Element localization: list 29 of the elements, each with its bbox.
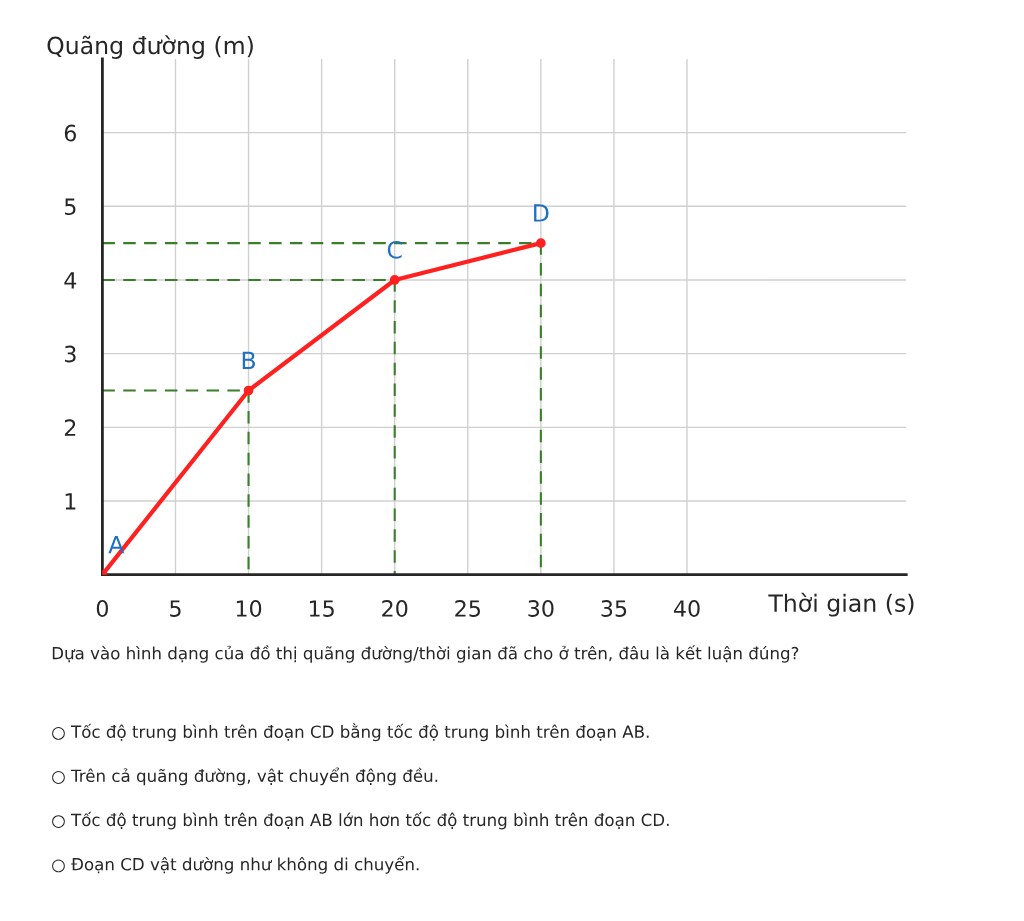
y-tick-label: 2 (64, 419, 76, 436)
x-tick-label: 20 (382, 600, 408, 617)
x-tick-label: 5 (170, 600, 181, 617)
x-tick-label: 40 (673, 600, 700, 617)
y-tick-label: 6 (64, 124, 76, 142)
point (389, 275, 400, 285)
y-tick-label: 4 (64, 272, 77, 289)
y-axis-title: Quãng đường (m) (47, 35, 253, 59)
annotation: D (534, 204, 549, 222)
annotation: B (242, 351, 255, 369)
point (243, 385, 254, 396)
x-tick-label: 35 (601, 600, 627, 617)
annotation: A (108, 535, 125, 554)
text: Dựa vào hình dạng của đồ thị quãng đường/thời gian đã cho ở trên, đâu là kết luận đúng? (52, 645, 799, 663)
text: ○ Tốc độ trung bình trên đoạn AB lớn hơn tốc độ trung bình trên đoạn CD. (52, 811, 669, 830)
annotation: C (387, 240, 402, 259)
x-axis-title: Thời gian (s) (768, 592, 914, 617)
text: ○ Trên cả quãng đường, vật chuyển động đều. (52, 767, 438, 786)
text: ○ Tốc độ trung bình trên đoạn CD bằng tốc độ trung bình trên đoạn AB. (52, 723, 649, 742)
y-tick-label: 1 (65, 493, 76, 510)
y-tick-label: 3 (64, 345, 76, 363)
x-tick-label: 15 (309, 600, 334, 617)
x-tick-label: 10 (236, 600, 262, 617)
y-tick-label: 5 (64, 198, 76, 216)
point (535, 238, 546, 249)
x-tick-label: 0 (96, 600, 108, 617)
text: ○ Đoạn CD vật dường như không di chuyển. (52, 855, 419, 874)
x-tick-label: 25 (455, 600, 480, 617)
x-tick-label: 30 (528, 600, 554, 617)
